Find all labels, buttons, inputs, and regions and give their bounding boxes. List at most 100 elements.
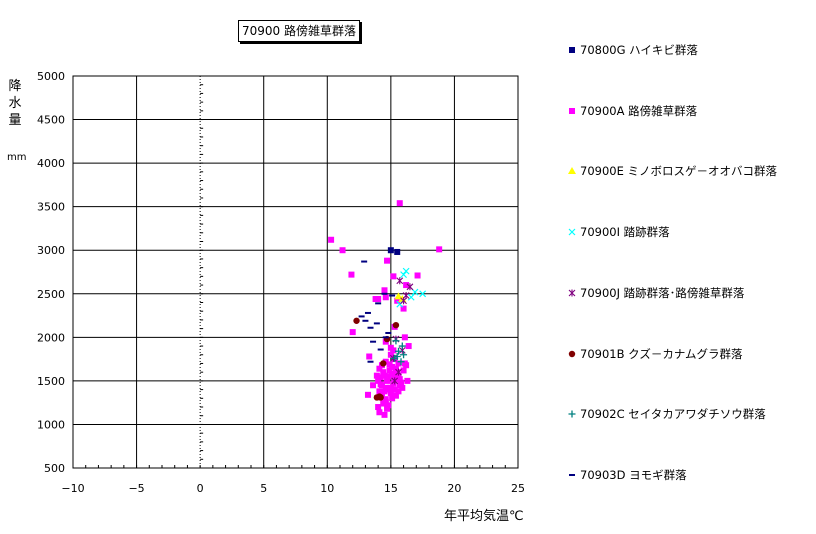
legend-marker (568, 228, 576, 236)
legend-label: 70902C セイタカアワダチソウ群落 (580, 407, 766, 422)
data-point (404, 377, 411, 384)
data-point (375, 377, 382, 384)
data-point (400, 351, 408, 359)
data-point (380, 360, 387, 367)
legend-item: 70901B クズ－カナムグラ群落 (566, 346, 743, 362)
data-point (367, 360, 374, 363)
data-point (366, 353, 373, 360)
data-point (381, 287, 388, 294)
x-tick-label: −5 (128, 482, 144, 495)
x-tick-label: 25 (511, 482, 525, 495)
data-point (385, 373, 392, 380)
data-point (382, 294, 389, 301)
legend-marker-icon (568, 289, 576, 297)
data-point (405, 343, 412, 350)
legend-label: 70900A 路傍雑草群落 (580, 103, 698, 118)
data-point (381, 292, 388, 295)
data-point (353, 317, 360, 324)
legend-label: 70900E ミノボロスゲ－オオバコ群落 (580, 164, 778, 179)
data-point (398, 379, 405, 386)
data-point (400, 297, 407, 305)
data-point (396, 376, 403, 383)
legend-marker (568, 289, 576, 297)
data-point (387, 247, 394, 254)
data-point (385, 331, 392, 334)
data-point (377, 374, 384, 381)
data-point (397, 358, 405, 366)
data-point (401, 334, 408, 341)
data-point (390, 347, 397, 354)
data-point (375, 404, 382, 411)
data-point (414, 272, 421, 279)
data-point (402, 267, 410, 275)
legend-item: 70800G ハイキビ群落 (566, 42, 698, 58)
data-point (395, 368, 402, 376)
legend-item: 70903D ヨモギ群落 (566, 467, 687, 483)
data-point (392, 392, 399, 399)
legend-marker-icon (568, 167, 576, 175)
legend-marker (569, 473, 575, 476)
data-point (394, 369, 401, 376)
tick-labels: 500 1000 1500 2000 2500 3000 3500 4000 4500 5000 −… (37, 70, 525, 495)
data-point (392, 365, 399, 372)
data-point (380, 369, 387, 376)
legend-marker-icon (569, 107, 575, 114)
data-point (364, 391, 371, 398)
x-tick-label: 15 (384, 482, 398, 495)
data-point (362, 319, 369, 322)
data-point (387, 390, 394, 397)
legend-label: 70900J 踏跡群落･路傍雑草群落 (580, 285, 745, 300)
y-axis-label-char: 降 (8, 79, 22, 94)
x-axis-label: 年平均気温℃ (444, 509, 524, 524)
data-point (400, 367, 407, 374)
data-point (394, 248, 401, 255)
legend-item: 70902C セイタカアワダチソウ群落 (566, 406, 766, 422)
legend-marker-icon (568, 410, 576, 418)
data-point (389, 294, 396, 297)
y-tick-label: 500 (44, 462, 65, 475)
data-point (384, 377, 391, 384)
y-tick-label: 2000 (37, 331, 65, 344)
y-tick-label: 5000 (37, 70, 65, 83)
data-point (399, 384, 406, 391)
data-point (389, 370, 396, 377)
data-point (377, 381, 384, 388)
data-point (361, 260, 368, 263)
legend-marker-icon (568, 350, 576, 357)
data-point (384, 257, 391, 264)
data-point (384, 405, 391, 412)
data-point (406, 283, 414, 291)
data-point (382, 336, 389, 339)
legend-item: 70900E ミノボロスゲ－オオバコ群落 (566, 163, 777, 179)
data-points (328, 200, 443, 418)
data-point (387, 384, 394, 391)
data-point (375, 302, 382, 305)
legend-marker (568, 350, 576, 357)
data-point (339, 247, 346, 254)
x-tick-label: 10 (320, 482, 334, 495)
data-point (376, 388, 383, 395)
data-point (396, 200, 403, 207)
legend-marker-icon (569, 473, 575, 476)
y-axis-label: 降 水 量 (8, 78, 22, 129)
data-point (386, 367, 393, 374)
y-axis-label-char: 水 (8, 96, 22, 111)
data-point (390, 380, 397, 387)
legend-marker-icon (568, 228, 576, 236)
legend-marker (568, 410, 576, 418)
x-tick-label: 20 (447, 482, 461, 495)
legend-marker-icon (569, 47, 575, 53)
legend-label: 70900I 踏跡群落 (580, 225, 670, 240)
data-point (394, 297, 401, 304)
data-point (391, 386, 398, 393)
data-point (364, 311, 371, 314)
data-point (349, 329, 356, 336)
legend-label: 70901B クズ－カナムグラ群落 (580, 346, 743, 361)
y-tick-label: 4500 (37, 114, 65, 127)
data-point (377, 348, 384, 351)
y-tick-label: 1000 (37, 418, 65, 431)
data-point (395, 360, 402, 367)
data-point (389, 363, 396, 370)
x-tick-label: 5 (260, 482, 267, 495)
legend-label: 70800G ハイキビ群落 (580, 43, 698, 57)
